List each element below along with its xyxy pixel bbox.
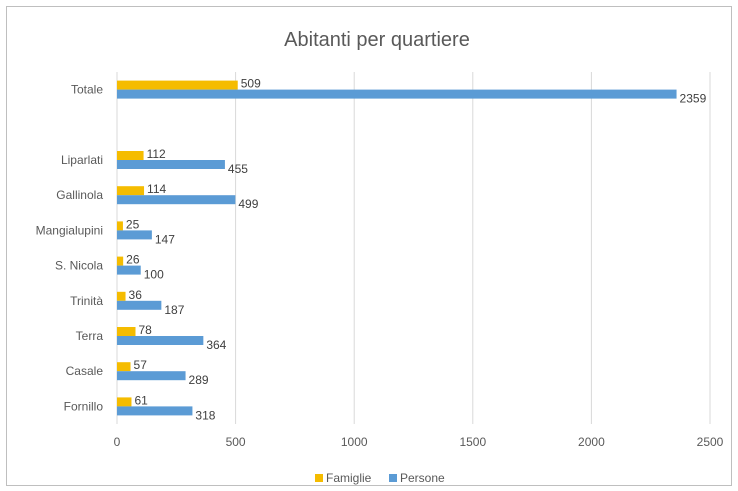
bar-famiglie [117,362,131,372]
data-label: 499 [238,197,258,211]
bar-persone [117,300,162,310]
category-label: Fornillo [64,399,104,413]
category-label: Trinità [70,294,103,308]
data-label: 57 [134,358,148,372]
data-label: 187 [164,303,184,317]
bar-famiglie [117,327,136,336]
category-label: Terra [76,329,104,343]
legend-swatch-persone [389,474,397,482]
data-label: 114 [147,182,166,196]
chart-title: Abitanti per quartiere [284,29,470,51]
category-label: Totale [71,83,103,97]
x-tick-label: 0 [114,435,121,449]
category-label: Gallinola [56,188,103,202]
x-tick-label: 1000 [341,435,368,449]
bar-famiglie [117,151,144,160]
category-label: Casale [66,364,104,378]
bar-persone [117,406,193,416]
data-label: 36 [129,288,143,302]
data-label: 26 [126,253,140,267]
bar-persone [117,160,225,169]
legend-label: Famiglie [326,471,372,485]
bar-famiglie [117,186,145,196]
x-tick-label: 500 [226,435,246,449]
data-label: 455 [228,162,248,176]
bar-famiglie [117,397,132,407]
data-label: 318 [195,408,215,422]
legend-label: Persone [400,471,445,485]
category-label: Mangialupini [36,223,103,237]
data-label: 100 [144,268,164,282]
data-label: 2359 [680,92,707,106]
data-label: 289 [189,373,209,387]
data-label: 78 [139,323,153,337]
bar-famiglie [117,291,126,301]
x-tick-label: 1500 [459,435,486,449]
bar-persone [117,265,141,275]
data-label: 112 [147,147,166,161]
bar-persone [117,89,677,99]
bar-famiglie [117,80,238,90]
bar-persone [117,371,186,381]
category-label: Liparlati [61,153,103,167]
data-label: 509 [241,77,261,91]
data-label: 147 [155,232,175,246]
data-label: 25 [126,217,140,231]
bar-persone [117,230,152,240]
data-label: 364 [206,338,226,352]
bar-persone [117,336,204,345]
data-label: 61 [134,393,148,407]
bar-persone [117,195,236,205]
category-label: S. Nicola [55,259,103,273]
x-tick-label: 2500 [697,435,724,449]
legend-swatch-famiglie [315,474,323,482]
bar-famiglie [117,221,123,231]
bar-famiglie [117,256,124,266]
x-tick-label: 2000 [578,435,605,449]
